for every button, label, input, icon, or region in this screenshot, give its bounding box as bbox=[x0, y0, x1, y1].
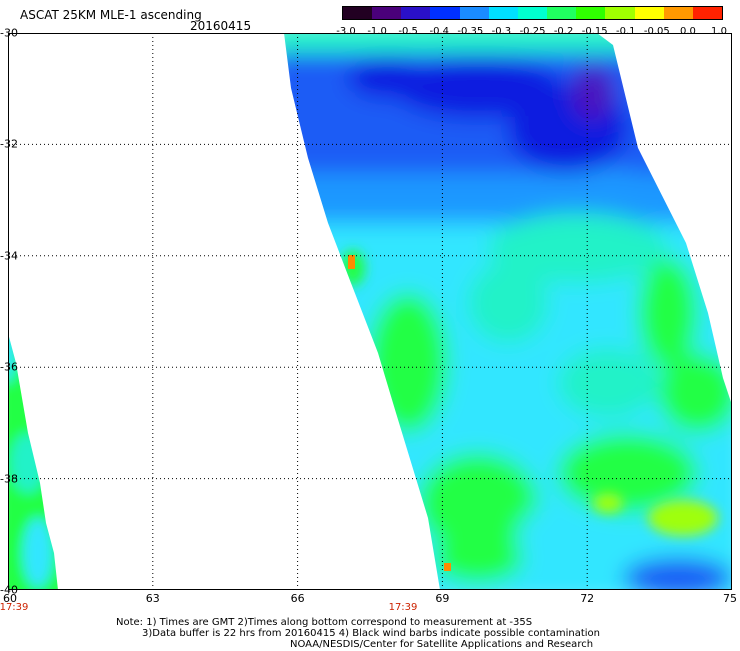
colorbar-tick-label: -0.2 bbox=[553, 26, 574, 37]
colorbar-segment bbox=[459, 7, 489, 19]
product-title: ASCAT 25KM MLE-1 ascending bbox=[20, 8, 202, 22]
colorbar-segment bbox=[692, 7, 723, 19]
colorbar-tick-label: -0.3 bbox=[491, 26, 512, 37]
latitude-label: -38 bbox=[0, 472, 18, 486]
colorbar-segment bbox=[372, 7, 402, 19]
longitude-label: 60 bbox=[3, 592, 17, 605]
longitude-label: 72 bbox=[580, 592, 595, 605]
colorbar-segment bbox=[663, 7, 693, 19]
pass-time-label: 17:39 bbox=[388, 602, 418, 613]
colorbar-tick-label: -0.25 bbox=[519, 26, 546, 37]
colorbar-tick-label: -0.35 bbox=[457, 26, 484, 37]
map-frame bbox=[8, 33, 732, 590]
colorbar-tick-label: 1.0 bbox=[711, 26, 727, 37]
graticule bbox=[8, 33, 732, 590]
colorbar-tick-label: -0.1 bbox=[615, 26, 636, 37]
colorbar-tick-label: -0.4 bbox=[429, 26, 450, 37]
longitude-label: 69 bbox=[435, 592, 450, 605]
colorbar-tick-label: -1.0 bbox=[367, 26, 387, 37]
colorbar-segment bbox=[634, 7, 664, 19]
colorbar-segment bbox=[576, 7, 606, 19]
latitude-label: -30 bbox=[0, 26, 18, 40]
swath-main bbox=[284, 33, 732, 590]
colorbar-tick-label: -0.15 bbox=[581, 26, 608, 37]
latitude-label: -34 bbox=[0, 249, 18, 263]
colorbar-segment bbox=[488, 7, 518, 19]
colorbar-segment bbox=[517, 7, 548, 19]
note-line-3: NOAA/NESDIS/Center for Satellite Applica… bbox=[290, 639, 594, 650]
colorbar-segment bbox=[343, 7, 373, 19]
colorbar-segment bbox=[605, 7, 635, 19]
latitude-label: -36 bbox=[0, 360, 18, 374]
colorbar-tick-label: -0.05 bbox=[643, 26, 670, 37]
latitude-label: -40 bbox=[0, 583, 18, 597]
note-line-2: 3)Data buffer is 22 hrs from 20160415 4)… bbox=[142, 628, 600, 639]
colorbar-segment bbox=[547, 7, 577, 19]
longitude-label: 66 bbox=[290, 592, 305, 605]
pass-time-label: 17:39 bbox=[0, 602, 29, 613]
longitude-label: 75 bbox=[723, 592, 737, 605]
colorbar-tick-label: 0.0 bbox=[679, 26, 696, 37]
longitude-label: 63 bbox=[145, 592, 160, 605]
latitude-label: -32 bbox=[0, 137, 18, 151]
colorbar bbox=[342, 6, 723, 20]
colorbar-tick-label: -0.5 bbox=[398, 26, 418, 37]
product-date: 20160415 bbox=[190, 19, 252, 33]
colorbar-tick-label: -3.0 bbox=[336, 26, 356, 37]
scatterometer-map bbox=[8, 33, 732, 590]
colorbar-segment bbox=[401, 7, 431, 19]
note-line-1: Note: 1) Times are GMT 2)Times along bot… bbox=[116, 617, 533, 628]
colorbar-segment bbox=[430, 7, 460, 19]
